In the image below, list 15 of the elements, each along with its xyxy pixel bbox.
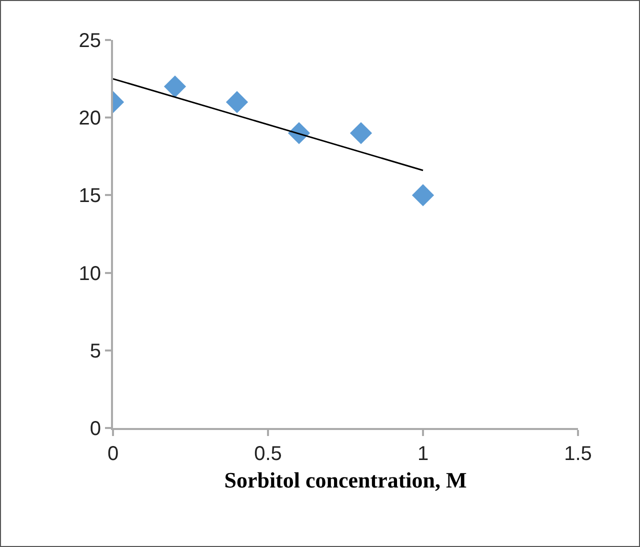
point	[412, 184, 434, 206]
point	[226, 91, 248, 114]
y-tick-label: 0	[90, 418, 101, 440]
y-tick-label: 25	[78, 30, 101, 52]
y-tick-label: 5	[90, 340, 101, 362]
point	[164, 76, 186, 98]
x-axis-title: Sorbitol concentration, M	[224, 467, 468, 492]
y-tick-label: 20	[78, 108, 101, 130]
x-tick-label: 0	[107, 443, 119, 465]
x-tick-label: 0.5	[254, 443, 282, 465]
point	[350, 122, 372, 144]
x-tick-label: 1	[417, 443, 429, 465]
x-tick-label: 1.5	[564, 443, 592, 465]
y-tick-label: 15	[78, 185, 101, 208]
y-tick-label: 10	[78, 262, 101, 285]
